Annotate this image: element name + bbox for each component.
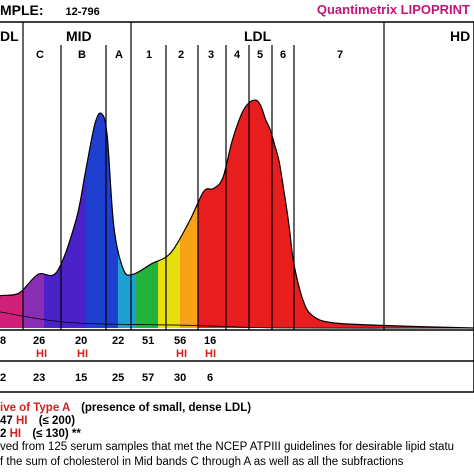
row2-vldl: 2 [0,372,7,384]
band-fill-1 [0,100,23,328]
row2-b: 15 [75,372,88,384]
band-ldl-5-label: 5 [257,49,264,61]
row1-vldl: 8 [0,335,7,347]
note-line-5: f the sum of cholesterol in Mid bands C … [0,456,404,468]
band-ldl-6-label: 6 [280,49,287,61]
sample-label-text: MPLE: [0,2,44,18]
band-fill-9 [198,100,474,328]
sample-label: MPLE: 12-796 [0,2,100,18]
row1-b-flag: HI [77,348,88,360]
band-ldl-2-label: 2 [178,49,185,61]
band-ldl-4-label: 4 [234,49,241,61]
band-ldl-1-label: 1 [146,49,153,61]
row1-ldl2-flag: HI [176,348,187,360]
note-total-range: (≤ 200) [38,415,76,427]
band-fill-5 [118,100,136,328]
band-fill-7 [158,100,180,328]
row1-c: 26 [33,335,46,347]
row2-ldl1: 57 [142,372,155,384]
band-dividers [22,22,385,330]
row2-a: 25 [112,372,125,384]
row2-ldl3: 6 [207,372,214,384]
note-ldl-value: 2 [0,428,7,440]
band-ldl-7-label: 7 [337,49,344,61]
note-total-value: 47 [0,415,13,427]
band-fill-8 [180,100,198,328]
band-fill-2 [23,100,44,328]
row2-c: 23 [33,372,46,384]
band-hdl-label: HD [450,28,471,44]
row1-c-flag: HI [36,348,47,360]
row1-b: 20 [75,335,88,347]
note-line-1: ive of Type A (presence of small, dense … [0,402,251,414]
band-ldl-label: LDL [244,28,272,44]
baseline-curve [0,311,474,329]
profile-fill [0,100,474,328]
row1-ldl3: 16 [204,335,217,347]
note-total-flag: HI [16,415,28,427]
band-vldl-label: DL [0,28,19,44]
band-fill-3 [44,100,86,328]
row1-ldl1: 51 [142,335,155,347]
note-line-4: ved from 125 serum samples that met the … [0,441,455,453]
band-mid-label: MID [66,28,92,44]
brand-title: Quantimetrix LIPOPRINT [316,2,470,17]
band-c-label: C [36,49,44,61]
note-type-label: ive of Type A [0,402,70,414]
note-ldl-range: (≤ 130) ** [32,428,81,440]
band-fill-6 [136,100,158,328]
row1-ldl2: 56 [174,335,187,347]
note-ldl-flag: HI [9,428,22,440]
band-b-label: B [78,49,86,61]
row2-ldl2: 30 [174,372,187,384]
row1-ldl3-flag: HI [205,348,216,360]
band-a-label: A [115,49,123,61]
sample-id: 12-796 [65,6,100,18]
profile-outline [0,99,474,329]
note-line-2: 47 HI (≤ 200) [0,415,75,427]
note-type-desc: (presence of small, dense LDL) [81,402,252,414]
row1-a: 22 [112,335,125,347]
band-ldl-3-label: 3 [208,49,215,61]
band-fill-4 [86,100,118,328]
note-line-3: 2 HI (≤ 130) ** [0,428,81,440]
